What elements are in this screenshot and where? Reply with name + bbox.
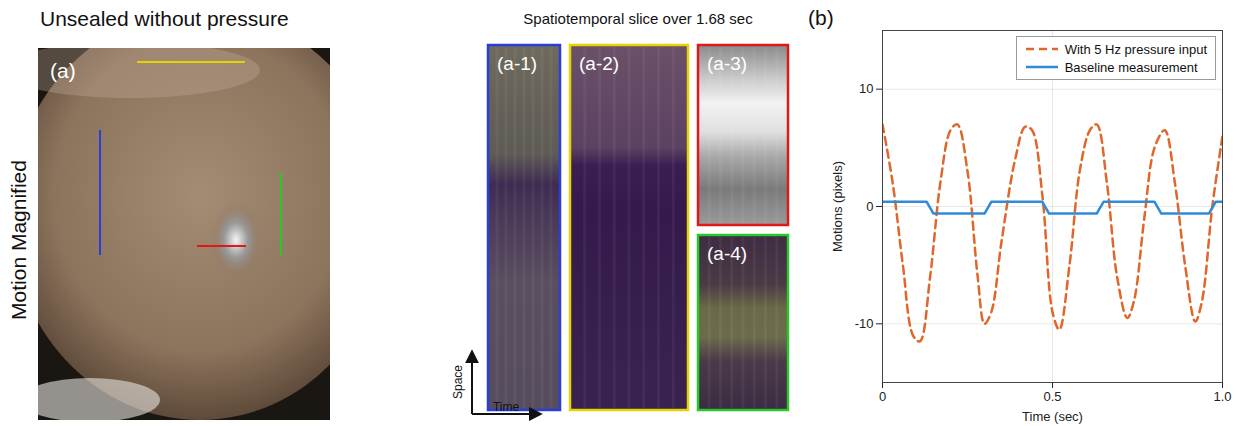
svg-text:Motion Magnified: Motion Magnified <box>7 160 30 320</box>
svg-text:0.5: 0.5 <box>1043 389 1061 404</box>
svg-text:(a-1): (a-1) <box>497 53 537 74</box>
html-text:Baseline measurement: Baseline measurement <box>1064 59 1198 75</box>
svg-text:Motions (pixels): Motions (pixels) <box>830 161 845 252</box>
svg-text:(a-3): (a-3) <box>707 53 747 74</box>
html-text:(b): (b) <box>808 6 834 29</box>
svg-text:Spatiotemporal slice over 1.68: Spatiotemporal slice over 1.68 sec <box>523 10 753 27</box>
svg-text:-10: -10 <box>855 316 874 331</box>
svg-text:Time: Time <box>493 400 520 414</box>
svg-text:0: 0 <box>879 389 886 404</box>
svg-text:(a): (a) <box>50 59 76 82</box>
svg-text:Space: Space <box>451 365 465 399</box>
svg-text:0: 0 <box>866 199 873 214</box>
svg-text:Time (sec): Time (sec) <box>1022 409 1083 424</box>
svg-text:1.0: 1.0 <box>1213 389 1231 404</box>
html-text:With 5 Hz pressure input: With 5 Hz pressure input <box>1064 41 1207 57</box>
svg-text:(a-2): (a-2) <box>579 53 619 74</box>
svg-text:(a-4): (a-4) <box>707 243 747 264</box>
svg-text:10: 10 <box>859 81 873 96</box>
svg-text:Unsealed without pressure: Unsealed without pressure <box>40 7 289 30</box>
